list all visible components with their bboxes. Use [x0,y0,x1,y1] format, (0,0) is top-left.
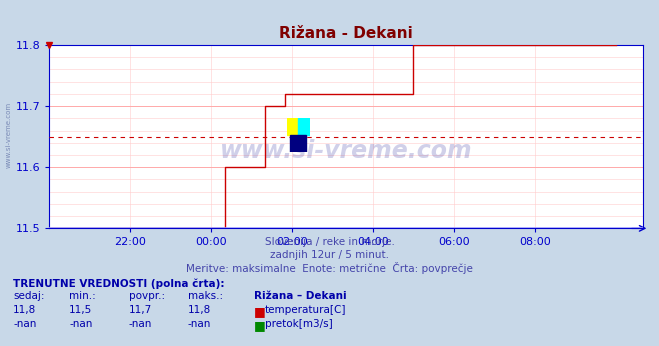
Text: povpr.:: povpr.: [129,291,165,301]
Text: Slovenija / reke in morje.: Slovenija / reke in morje. [264,237,395,247]
Text: sedaj:: sedaj: [13,291,45,301]
Text: pretok[m3/s]: pretok[m3/s] [265,319,333,329]
Text: 11,8: 11,8 [188,305,211,315]
Text: zadnjih 12ur / 5 minut.: zadnjih 12ur / 5 minut. [270,250,389,260]
Text: Rižana – Dekani: Rižana – Dekani [254,291,347,301]
Bar [290,135,306,152]
Title: Rižana - Dekani: Rižana - Dekani [279,26,413,41]
Bar [287,118,298,135]
Text: 11,5: 11,5 [69,305,92,315]
Text: 11,7: 11,7 [129,305,152,315]
Text: TRENUTNE VREDNOSTI (polna črta):: TRENUTNE VREDNOSTI (polna črta): [13,279,225,289]
Text: ■: ■ [254,305,266,318]
Text: Meritve: maksimalne  Enote: metrične  Črta: povprečje: Meritve: maksimalne Enote: metrične Črta… [186,262,473,274]
Bar [298,118,310,135]
Text: min.:: min.: [69,291,96,301]
Text: -nan: -nan [13,319,36,329]
Text: temperatura[C]: temperatura[C] [265,305,347,315]
Text: -nan: -nan [188,319,211,329]
Text: www.si-vreme.com: www.si-vreme.com [5,102,12,168]
Text: ■: ■ [254,319,266,332]
Text: -nan: -nan [69,319,92,329]
Text: 11,8: 11,8 [13,305,36,315]
Text: www.si-vreme.com: www.si-vreme.com [219,139,473,163]
Text: maks.:: maks.: [188,291,223,301]
Text: -nan: -nan [129,319,152,329]
